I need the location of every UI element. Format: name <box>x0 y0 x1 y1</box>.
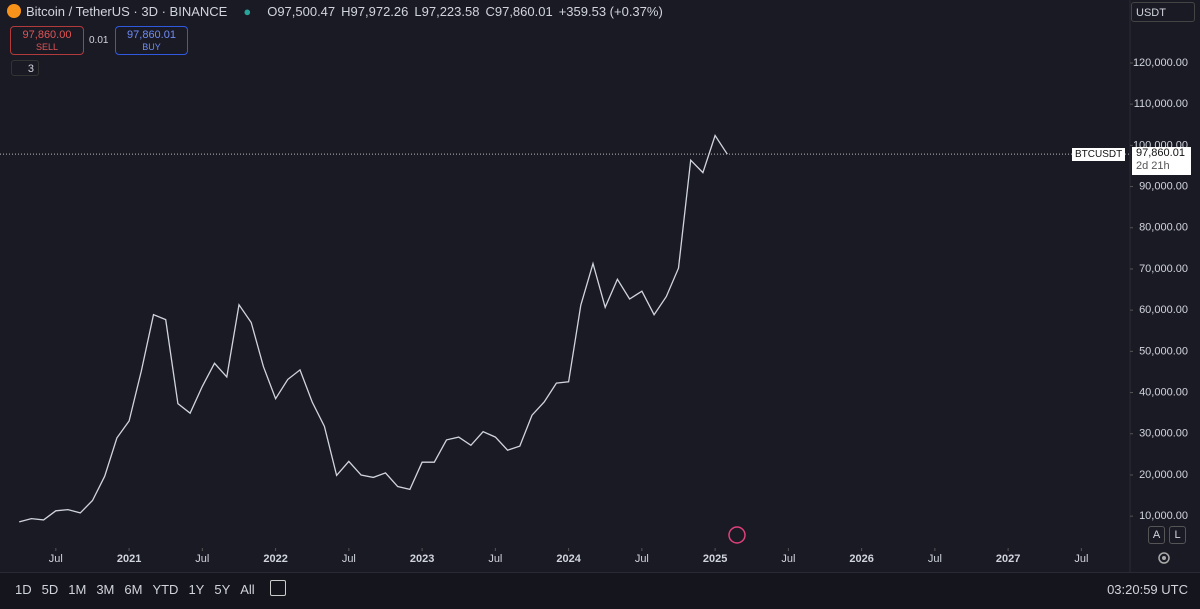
x-tick-label: 2027 <box>996 553 1020 565</box>
ohlc-key: C <box>485 4 495 19</box>
sell-price: 97,860.00 <box>22 29 72 41</box>
range-buttons: 1D 5D 1M 3M 6M YTD 1Y 5Y All <box>15 582 255 597</box>
x-tick-label: Jul <box>928 553 942 565</box>
y-tick-label: 110,000.00 <box>1134 98 1188 110</box>
x-tick-label: Jul <box>488 553 502 565</box>
event-icon[interactable] <box>728 526 746 544</box>
x-tick-label: Jul <box>195 553 209 565</box>
series-label: BTCUSDT <box>1072 148 1126 161</box>
scale-button[interactable]: L <box>1169 526 1186 544</box>
x-tick-label: Jul <box>342 553 356 565</box>
range-button[interactable]: 1D <box>15 582 32 597</box>
y-tick-label: 80,000.00 <box>1139 222 1188 234</box>
x-tick-label: 2024 <box>556 553 581 565</box>
ohlc-item: O97,500.47 <box>267 4 335 19</box>
x-tick-label: 2026 <box>849 553 873 565</box>
countdown: 2d 21h <box>1136 160 1170 172</box>
ohlc-item: L97,223.58 <box>414 4 479 19</box>
price-line <box>19 134 728 523</box>
buy-price: 97,860.01 <box>127 29 176 41</box>
range-button[interactable]: 1M <box>68 582 87 597</box>
ohlc: O97,500.47 H97,972.26 L97,223.58 C97,860.01 <box>267 4 553 19</box>
y-tick-label: 20,000.00 <box>1139 469 1188 481</box>
price-label-price: 97,860.01 <box>1136 147 1185 159</box>
status-dot: ● <box>243 4 252 19</box>
x-tick-label: Jul <box>635 553 649 565</box>
ohlc-value: 97,223.58 <box>421 4 480 19</box>
ohlc-value: 97,500.47 <box>277 4 336 19</box>
date-range-icon[interactable] <box>270 580 286 596</box>
x-tick-label: 2021 <box>117 553 141 565</box>
ohlc-key: H <box>341 4 351 19</box>
buy-button[interactable]: 97,860.01 BUY <box>115 26 188 55</box>
x-tick-label: Jul <box>1074 553 1088 565</box>
x-tick-label: 2022 <box>263 553 287 565</box>
currency: USDT <box>1136 7 1166 19</box>
y-tick-label: 40,000.00 <box>1139 386 1188 398</box>
range-button[interactable]: 5Y <box>214 582 231 597</box>
range-button[interactable]: 1Y <box>188 582 205 597</box>
spread: 0.01 <box>89 35 109 46</box>
y-tick-label: 70,000.00 <box>1139 263 1188 275</box>
ohlc-item: H97,972.26 <box>341 4 408 19</box>
y-tick-label: 90,000.00 <box>1139 180 1188 192</box>
x-tick-label: 2023 <box>410 553 434 565</box>
price-label: 97,860.01 2d 21h <box>1132 147 1191 175</box>
symbol-title: Bitcoin / TetherUS · 3D · BINANCE <box>26 4 228 19</box>
buy-label: BUY <box>142 42 161 52</box>
x-tick-label: 2025 <box>703 553 727 565</box>
indicators-toggle[interactable]: 3 <box>11 60 39 76</box>
ohlc-value: 97,972.26 <box>350 4 409 19</box>
ohlc-key: L <box>414 4 422 19</box>
indicators-count: 3 <box>27 63 34 75</box>
range-button[interactable]: 5D <box>41 582 59 597</box>
ohlc-item: C97,860.01 <box>485 4 552 19</box>
chart: 10,000.00 20,000.00 30,000.00 40,000.00 50,0… <box>0 0 1188 572</box>
ohlc-value: 97,860.01 <box>494 4 553 19</box>
range-button[interactable]: YTD <box>152 582 179 597</box>
y-tick-label: 50,000.00 <box>1139 345 1188 357</box>
range-button[interactable]: All <box>240 582 255 597</box>
coin-icon <box>7 4 21 18</box>
y-tick-label: 30,000.00 <box>1139 428 1188 440</box>
currency-select[interactable]: USDT <box>1131 2 1195 22</box>
range-button[interactable]: 6M <box>124 582 143 597</box>
x-tick-label: Jul <box>781 553 795 565</box>
ohlc-key: O <box>267 4 278 19</box>
y-tick-label: 120,000.00 <box>1133 57 1188 69</box>
clock: 03:20:59 UTC <box>1107 582 1188 597</box>
scale-button[interactable]: A <box>1148 526 1165 544</box>
y-tick-label: 60,000.00 <box>1139 304 1188 316</box>
change: +359.53 (+0.37%) <box>558 4 663 19</box>
x-tick-label: Jul <box>49 553 63 565</box>
y-tick-label: 10,000.00 <box>1139 510 1188 522</box>
sell-button[interactable]: 97,860.00 SELL <box>10 26 84 55</box>
header: Bitcoin / TetherUS · 3D · BINANCE ● O97,… <box>26 4 663 19</box>
settings-icon[interactable] <box>1158 552 1170 564</box>
sell-label: SELL <box>35 42 59 52</box>
bottom-toolbar: 1D 5D 1M 3M 6M YTD 1Y 5Y All 03:20:59 UTC <box>0 572 1200 609</box>
range-button[interactable]: 3M <box>96 582 115 597</box>
